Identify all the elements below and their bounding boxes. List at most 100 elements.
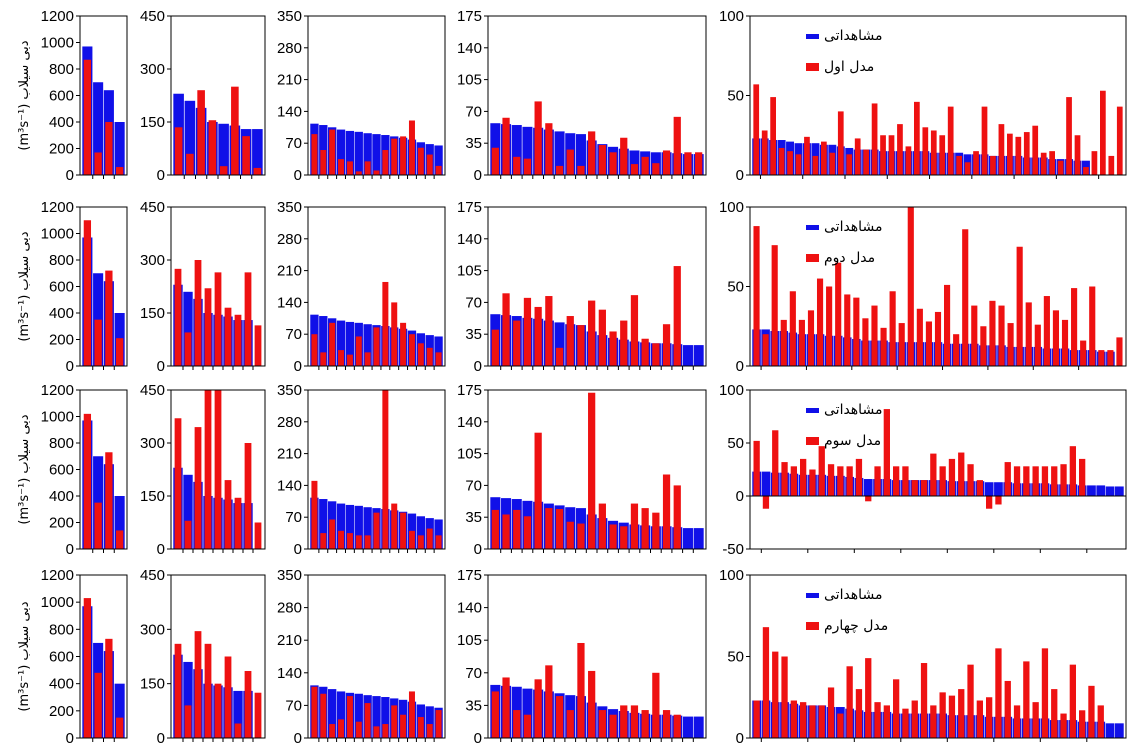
bar-model: [1004, 462, 1011, 496]
legend-label-model: مدل دوم: [824, 250, 875, 266]
bar-model: [652, 672, 660, 738]
bar-model: [980, 326, 987, 366]
bar-model: [772, 651, 779, 738]
bar-model: [1007, 323, 1014, 366]
bar-model: [753, 84, 760, 175]
bar-model: [502, 677, 510, 738]
bar-model: [417, 343, 424, 366]
bar-observed: [252, 129, 263, 175]
bar-model: [798, 319, 805, 366]
legend-swatch-observed: [806, 225, 819, 230]
y-tick-label: 0: [736, 730, 744, 746]
bar-model: [620, 526, 628, 549]
bar-model: [83, 220, 92, 366]
bar-model: [1023, 466, 1030, 496]
bar-model: [174, 268, 182, 366]
y-tick-label: 0: [66, 167, 74, 184]
bar-observed: [93, 82, 104, 175]
bar-model: [821, 141, 827, 175]
bar-model: [435, 535, 442, 549]
bar-model: [400, 714, 407, 738]
y-tick-label: 210: [277, 263, 302, 280]
bar-model: [400, 512, 407, 549]
bar-model: [502, 514, 510, 549]
bar-model: [523, 158, 532, 175]
bar-observed: [434, 519, 443, 549]
bar-model: [662, 474, 671, 549]
bar-model: [329, 519, 336, 549]
y-tick-label: 450: [140, 382, 165, 399]
bar-model: [854, 138, 861, 175]
bar-model: [534, 101, 542, 175]
y-tick-label: 70: [465, 294, 482, 311]
bar-model: [787, 151, 793, 175]
chart-panel-3-5: -50 0 50 100 مشاهداتی مدل سوم: [719, 382, 1127, 558]
bar-model: [545, 123, 553, 175]
bar-observed: [363, 324, 372, 366]
bar-model: [1079, 458, 1086, 496]
bar-model: [939, 135, 946, 175]
y-tick-label: 800: [49, 621, 74, 638]
chart-panel-4-5: 0 50 100 مشاهداتی مدل چهارم: [719, 567, 1127, 746]
bar-model: [930, 453, 937, 496]
bar-model: [889, 291, 896, 366]
bar-model: [566, 710, 574, 738]
bar-model: [964, 162, 971, 175]
bar-observed: [994, 482, 1003, 496]
bar-model: [863, 149, 869, 175]
bar-observed: [218, 123, 229, 175]
bar-model: [883, 409, 890, 496]
bar-model: [641, 338, 649, 366]
bar-model: [1015, 136, 1022, 175]
bar-model: [502, 117, 510, 175]
y-tick-label: 600: [49, 279, 74, 296]
bar-model: [998, 124, 1005, 175]
bar-observed: [434, 145, 443, 175]
bar-model: [762, 334, 769, 366]
y-tick-label: 0: [736, 358, 744, 375]
bar-model: [673, 116, 681, 175]
bar-model: [320, 533, 327, 549]
bar-model: [620, 705, 628, 738]
bar-model: [588, 300, 596, 366]
y-tick-label: 0: [474, 167, 482, 184]
chart-panel-1-5: 0 50 100 مشاهداتی مدل اول: [719, 8, 1127, 184]
bar-model: [491, 691, 499, 738]
bar-model: [1066, 97, 1072, 175]
bar-model: [880, 327, 887, 366]
bar-model: [555, 696, 564, 738]
chart-panel-1-1: 0 200 400 600 800 1000 1200 (m³s⁻¹) دبی سیلاب: [17, 8, 128, 184]
y-tick-label: 175: [457, 199, 482, 216]
bar-model: [1116, 337, 1123, 366]
y-tick-label: 140: [457, 231, 482, 248]
bar-observed: [363, 507, 372, 549]
bar-model: [242, 136, 250, 175]
bar-model: [837, 713, 844, 738]
bar-model: [491, 509, 499, 549]
bar-observed: [1114, 486, 1124, 496]
bar-model: [818, 446, 825, 496]
bar-model: [184, 520, 192, 549]
y-tick-label: 0: [66, 358, 74, 375]
y-tick-label: 140: [277, 665, 302, 682]
y-tick-label: 400: [49, 488, 74, 505]
bar-model: [1088, 685, 1095, 738]
y-tick-label: 200: [49, 703, 74, 720]
y-tick-label: 280: [277, 600, 302, 617]
bar-model: [911, 700, 918, 738]
y-tick-label: 100: [719, 199, 744, 216]
bar-observed: [511, 125, 522, 175]
bar-model: [795, 154, 802, 175]
bar-model: [83, 59, 92, 176]
y-tick-label: 350: [277, 8, 302, 25]
bar-model: [790, 466, 797, 496]
bar-observed: [372, 134, 381, 175]
bar-model: [355, 535, 362, 549]
bar-model: [778, 147, 785, 175]
bar-model: [364, 352, 371, 366]
bar-observed: [416, 516, 425, 549]
bar-model: [408, 691, 415, 738]
legend-label-model: مدل اول: [824, 59, 874, 75]
plot-frame: [170, 574, 266, 739]
